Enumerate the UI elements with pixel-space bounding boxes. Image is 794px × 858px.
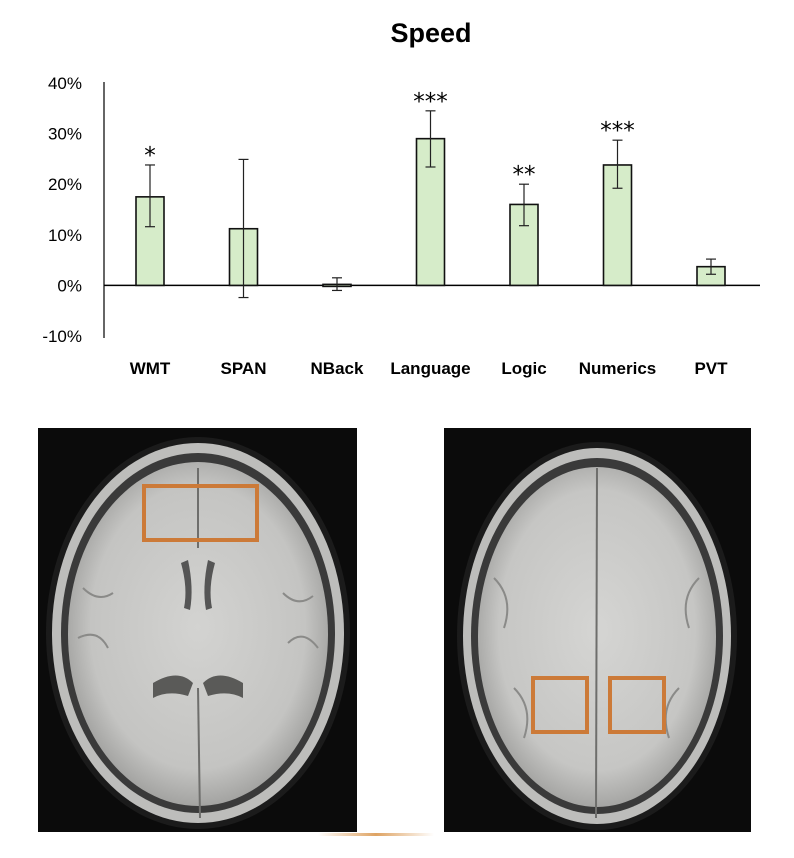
right-brain-scan (444, 428, 751, 832)
right-scan-highlight-right-parietal (608, 676, 666, 734)
x-tick-labels: WMT SPAN NBack Language Logic Numerics PVT (130, 359, 728, 378)
x-tick-wmt: WMT (130, 359, 171, 378)
error-bar-pvt (706, 258, 716, 275)
x-tick-pvt: PVT (694, 359, 728, 378)
y-tick-label: 40% (48, 74, 82, 93)
x-tick-span: SPAN (221, 359, 267, 378)
error-bar-nback (332, 277, 342, 292)
error-bar-numerics (612, 139, 623, 189)
left-brain-scan (38, 428, 357, 832)
x-tick-nback: NBack (311, 359, 364, 378)
speed-bar-chart: Speed -10%0%10%20%30%40% ********* WMT SP… (42, 18, 760, 378)
left-scan-highlight-frontal (142, 484, 259, 542)
x-tick-numerics: Numerics (579, 359, 656, 378)
y-tick-label: -10% (42, 327, 82, 346)
right-scan-highlight-left-parietal (531, 676, 589, 734)
significance-logic: ** (513, 162, 536, 188)
y-tick-labels: -10% 0% 10% 20% 30% 40% (42, 74, 82, 346)
y-tick-label: 10% (48, 226, 82, 245)
significance-wmt: * (144, 143, 156, 169)
y-tick-label: 20% (48, 175, 82, 194)
error-bar-logic (519, 183, 529, 227)
significance-labels: ********* (144, 89, 635, 188)
significance-language: *** (413, 89, 448, 115)
x-tick-language: Language (390, 359, 470, 378)
error-bars-group (145, 110, 716, 299)
error-bar-span (238, 158, 249, 299)
x-tick-logic: Logic (501, 359, 546, 378)
error-bar-language (425, 110, 436, 168)
significance-numerics: *** (600, 118, 635, 144)
error-bar-wmt (145, 164, 155, 228)
decorative-divider (318, 833, 434, 836)
chart-title: Speed (390, 18, 471, 48)
y-tick-label: 30% (48, 125, 82, 144)
y-tick-label: 0% (57, 276, 82, 295)
